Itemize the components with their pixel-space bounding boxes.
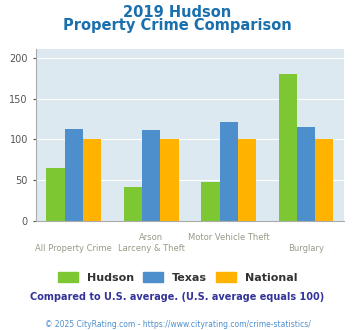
Bar — [47, 168, 65, 221]
Text: Compared to U.S. average. (U.S. average equals 100): Compared to U.S. average. (U.S. average … — [31, 292, 324, 302]
Bar — [83, 139, 101, 221]
Bar — [219, 122, 238, 221]
Bar — [124, 187, 142, 221]
Bar — [315, 139, 333, 221]
Text: 2019 Hudson: 2019 Hudson — [124, 5, 231, 20]
Text: Motor Vehicle Theft: Motor Vehicle Theft — [188, 233, 269, 242]
Bar — [65, 129, 83, 221]
Text: Property Crime Comparison: Property Crime Comparison — [63, 18, 292, 33]
Bar — [201, 182, 219, 221]
Bar — [238, 139, 256, 221]
Bar — [160, 139, 179, 221]
Text: Larceny & Theft: Larceny & Theft — [118, 244, 185, 252]
Bar — [297, 127, 315, 221]
Text: Arson: Arson — [139, 233, 163, 242]
Text: All Property Crime: All Property Crime — [36, 244, 112, 252]
Bar — [142, 130, 160, 221]
Text: Burglary: Burglary — [288, 244, 324, 252]
Text: © 2025 CityRating.com - https://www.cityrating.com/crime-statistics/: © 2025 CityRating.com - https://www.city… — [45, 320, 310, 329]
Bar — [279, 74, 297, 221]
Legend: Hudson, Texas, National: Hudson, Texas, National — [54, 268, 301, 287]
